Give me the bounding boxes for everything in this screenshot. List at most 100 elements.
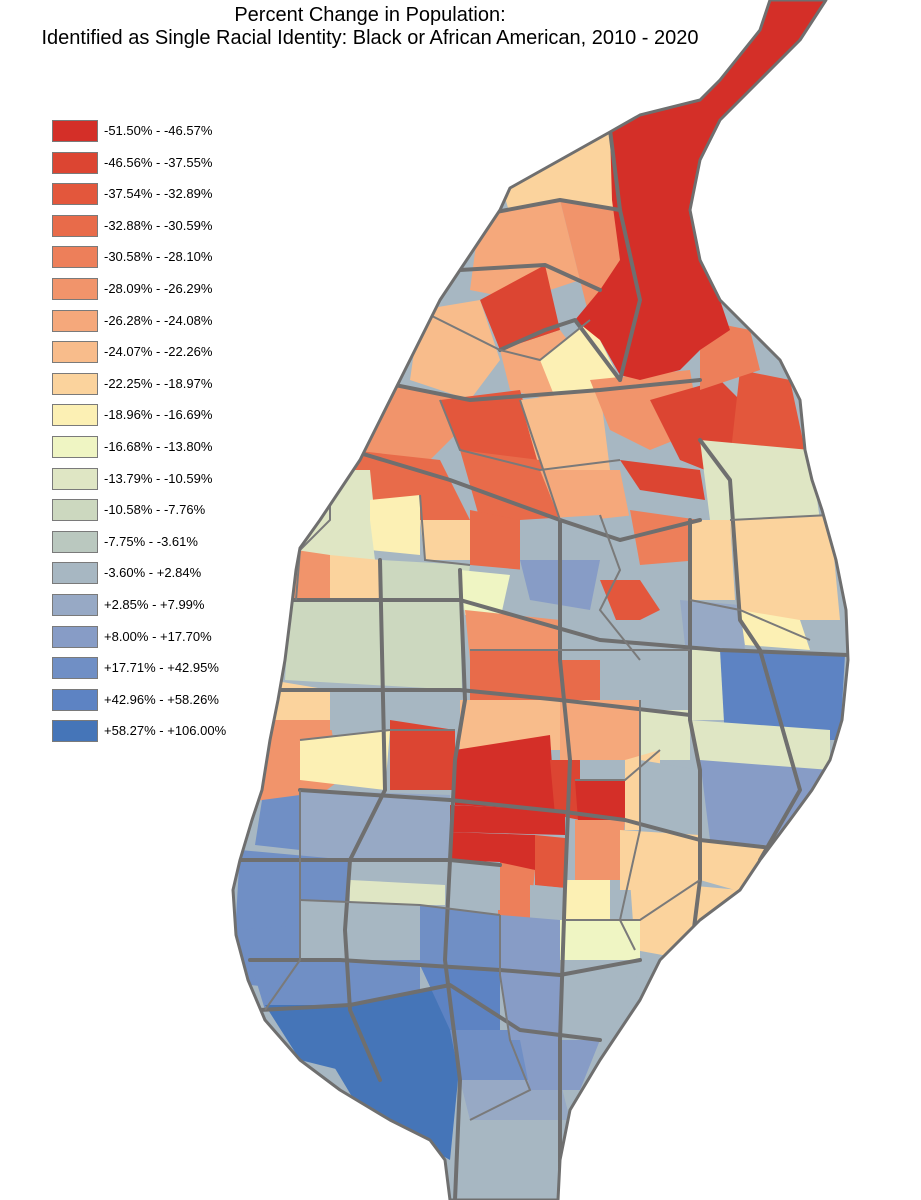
tract	[450, 805, 565, 835]
boundary-line	[419, 309, 591, 362]
tract	[330, 690, 460, 730]
legend-label: -51.50% - -46.57%	[104, 123, 213, 138]
boundary-line	[565, 879, 701, 921]
tract	[500, 970, 560, 1040]
tract	[420, 905, 500, 970]
tract	[455, 735, 555, 810]
tract	[420, 520, 475, 560]
legend-item: -51.50% - -46.57%	[52, 120, 272, 144]
tract	[350, 985, 460, 1080]
legend-label: +58.27% - +106.00%	[104, 723, 227, 739]
tract	[292, 550, 330, 600]
legend-swatch	[52, 467, 98, 490]
tract	[620, 830, 700, 890]
boundary-line	[368, 378, 702, 402]
legend-swatch	[52, 214, 98, 237]
legend-label: -7.75% - -3.61%	[104, 533, 198, 549]
boundary-line	[478, 198, 622, 217]
legend-swatch	[52, 183, 98, 206]
legend-swatch	[52, 309, 98, 332]
tract	[498, 862, 535, 920]
legend-swatch	[52, 594, 98, 616]
tract	[470, 650, 600, 700]
tract	[300, 730, 390, 790]
tract	[640, 710, 690, 760]
tract	[720, 650, 845, 740]
tract	[440, 390, 540, 470]
boundary-line	[469, 915, 532, 1121]
boundary-line	[443, 568, 467, 1200]
tract	[640, 760, 700, 830]
legend-label: -13.79% - -10.59%	[104, 470, 213, 486]
tract	[350, 880, 445, 905]
boundary-line	[288, 598, 848, 657]
legend-label: +42.96% - +58.26%	[104, 691, 219, 707]
legend-swatch	[52, 372, 98, 395]
legend-item: +8.00% - +17.70%	[52, 625, 272, 650]
tract	[420, 965, 500, 1030]
tract	[540, 470, 630, 520]
tract	[730, 370, 805, 460]
legend-swatch	[52, 499, 98, 522]
legend-label: -26.28% - -24.08%	[104, 312, 213, 328]
legend-swatch	[52, 120, 98, 142]
legend-swatch	[52, 530, 98, 553]
tract	[500, 130, 620, 215]
tract	[330, 555, 380, 600]
legend-item: -26.28% - -24.08%	[52, 309, 272, 334]
boundary-line	[298, 788, 792, 852]
legend-label: -3.60% - +2.84%	[104, 565, 202, 581]
tract	[600, 580, 660, 630]
tract	[740, 610, 810, 650]
legend-item: -22.25% - -18.97%	[52, 372, 272, 397]
boundary-line	[458, 263, 602, 292]
tract	[500, 915, 560, 980]
legend-item: -28.09% - -26.29%	[52, 278, 272, 302]
legend-item: -37.54% - -32.89%	[52, 183, 272, 207]
boundary-line	[299, 899, 501, 916]
legend-item: -24.07% - -22.26%	[52, 341, 272, 365]
legend-item: -13.79% - -10.59%	[52, 467, 272, 492]
map-title-line-2: Identified as Single Racial Identity: Bl…	[41, 27, 699, 49]
tract	[575, 780, 625, 820]
boundary-line	[439, 399, 621, 472]
tract	[470, 510, 525, 570]
legend-swatch	[52, 246, 98, 269]
legend-label: -46.56% - -37.55%	[104, 154, 213, 170]
legend-item: -18.96% - -16.69%	[52, 404, 272, 428]
legend-label: -37.54% - -32.89%	[104, 186, 213, 202]
tract	[370, 495, 420, 555]
boundary-line	[498, 318, 622, 382]
legend-swatch	[52, 436, 98, 458]
river-adjacent-tract	[575, 0, 826, 380]
legend-item: +2.85% - +7.99%	[52, 594, 272, 618]
boundary-line	[598, 514, 641, 661]
tract	[460, 450, 560, 520]
legend-swatch	[52, 341, 98, 364]
legend-item: -7.75% - -3.61%	[52, 530, 272, 555]
legend-item: -3.60% - +2.84%	[52, 562, 272, 586]
boundary-line	[258, 983, 602, 1042]
legend-label: -32.88% - -30.59%	[104, 217, 213, 233]
boundary-line	[729, 514, 831, 521]
tract	[575, 820, 625, 880]
legend-swatch	[52, 562, 98, 585]
boundary-line	[558, 518, 572, 1200]
map-title: Percent Change in Population: Identified…	[0, 4, 740, 50]
boundary-line	[575, 749, 661, 781]
legend-item: +17.71% - +42.95%	[52, 657, 272, 681]
legend-swatch	[52, 625, 98, 648]
tract	[600, 650, 690, 710]
tract	[630, 880, 740, 960]
boundary-line	[689, 599, 811, 641]
boundary-line	[688, 518, 702, 962]
legend-swatch	[52, 151, 98, 174]
legend-label: -24.07% - -22.26%	[104, 344, 213, 360]
tract	[690, 520, 735, 600]
legend-item: -32.88% - -30.59%	[52, 214, 272, 239]
tract	[680, 600, 745, 650]
tract	[380, 560, 470, 610]
legend-label: -10.58% - -7.76%	[104, 502, 206, 518]
legend-label: -16.68% - -13.80%	[104, 439, 213, 454]
legend-label: +8.00% - +17.70%	[104, 628, 212, 644]
